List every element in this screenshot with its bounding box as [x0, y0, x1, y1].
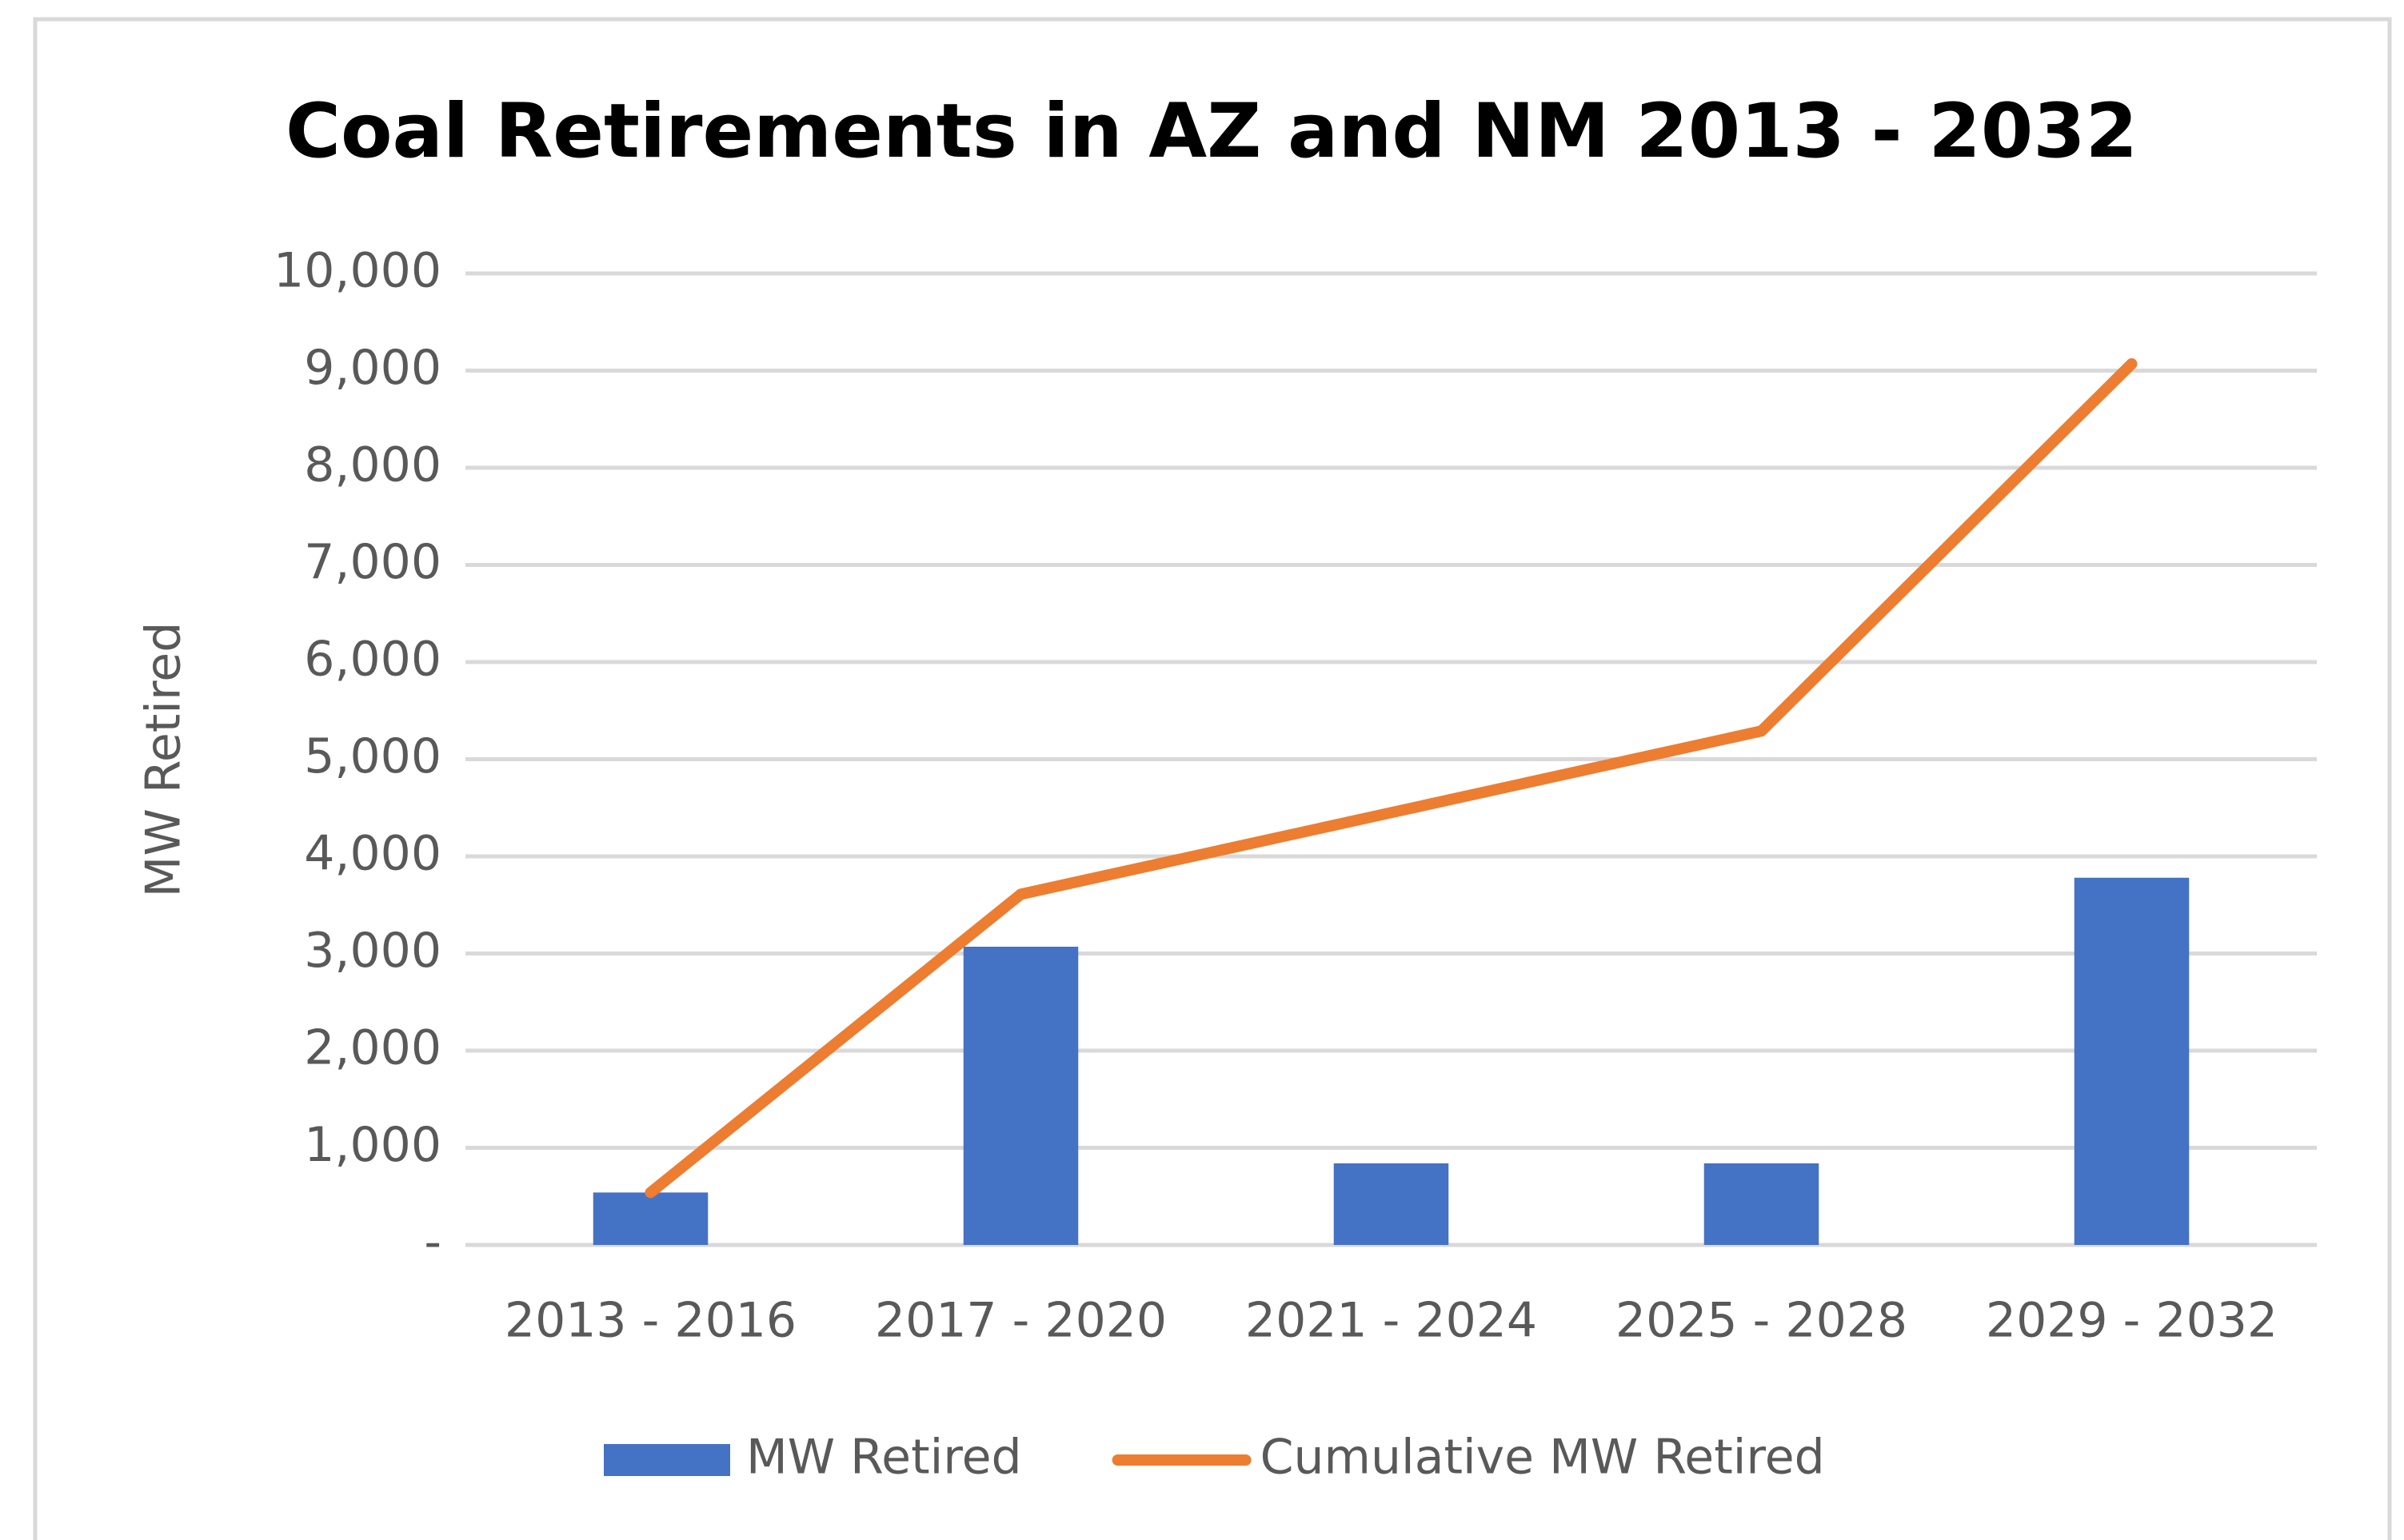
legend-label: MW Retired [746, 1430, 1022, 1486]
y-tick-label: 1,000 [304, 1117, 441, 1173]
legend-label: Cumulative MW Retired [1260, 1430, 1825, 1486]
y-tick-label: - [424, 1215, 441, 1271]
y-axis-label: MW Retired [136, 622, 192, 898]
bar [1703, 1163, 1819, 1245]
y-tick-label: 6,000 [304, 632, 441, 688]
bar [593, 1192, 709, 1245]
line [645, 357, 2138, 1199]
x-tick-label: 2021 - 2024 [1245, 1293, 1537, 1349]
y-tick-label: 9,000 [304, 340, 441, 396]
chart-title: Coal Retirements in AZ and NM 2013 - 203… [286, 88, 2138, 175]
y-tick-label: 2,000 [304, 1020, 441, 1076]
x-tick-label: 2013 - 2016 [505, 1293, 797, 1349]
y-tick-label: 7,000 [304, 534, 441, 590]
bar [1333, 1163, 1449, 1245]
x-tick-label: 2025 - 2028 [1615, 1293, 1907, 1349]
y-tick-label: 3,000 [304, 923, 441, 979]
y-tick-label: 10,000 [274, 243, 441, 299]
legend-swatch [604, 1444, 730, 1476]
x-tick-label: 2017 - 2020 [875, 1293, 1167, 1349]
bar [963, 946, 1079, 1245]
x-tick-label: 2029 - 2032 [1986, 1293, 2278, 1349]
y-tick-label: 4,000 [304, 826, 441, 882]
y-tick-label: 8,000 [304, 437, 441, 493]
bar [2074, 877, 2190, 1245]
y-tick-label: 5,000 [304, 728, 441, 784]
